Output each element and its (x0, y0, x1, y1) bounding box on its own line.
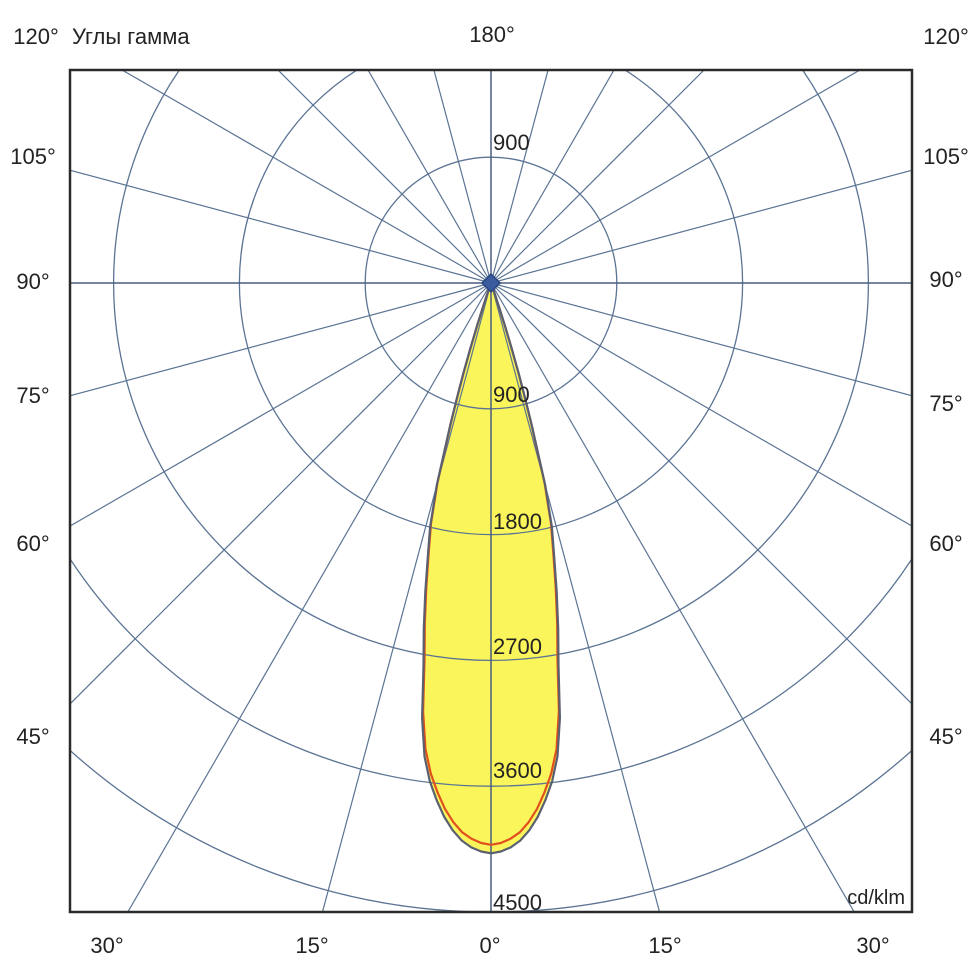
radial-label-3600: 3600 (493, 758, 542, 783)
angle-label-right-45: 45° (929, 724, 963, 749)
radial-label-4500: 4500 (493, 890, 542, 915)
radial-label-2700: 2700 (493, 634, 542, 659)
angle-label-top-right: 120° (923, 24, 969, 49)
angle-label-right-60: 60° (929, 531, 963, 556)
angle-label-left-60: 60° (16, 531, 50, 556)
angle-label-left-45: 45° (16, 724, 50, 749)
angle-label-bottom-0: 0° (479, 933, 501, 958)
angle-label-bottom-15L: 15° (295, 933, 329, 958)
angle-label-bottom-30R: 30° (856, 933, 890, 958)
angle-label-bottom-15R: 15° (648, 933, 682, 958)
angle-label-top-left: 120° (13, 24, 59, 49)
angle-label-right-105: 105° (923, 144, 969, 169)
angle-label-top-center: 180° (469, 22, 515, 47)
angle-label-right-75: 75° (929, 391, 963, 416)
radial-label-900-upper: 900 (493, 130, 530, 155)
radial-label-900: 900 (493, 382, 530, 407)
chart-title: Углы гамма (72, 24, 190, 49)
unit-label: cd/klm (847, 887, 905, 909)
angle-label-left-90: 90° (16, 269, 50, 294)
angle-label-bottom-30L: 30° (90, 933, 124, 958)
radial-label-1800: 1800 (493, 509, 542, 534)
angle-label-right-90: 90° (929, 267, 963, 292)
angle-label-left-75: 75° (16, 383, 50, 408)
angle-label-left-105: 105° (10, 144, 56, 169)
